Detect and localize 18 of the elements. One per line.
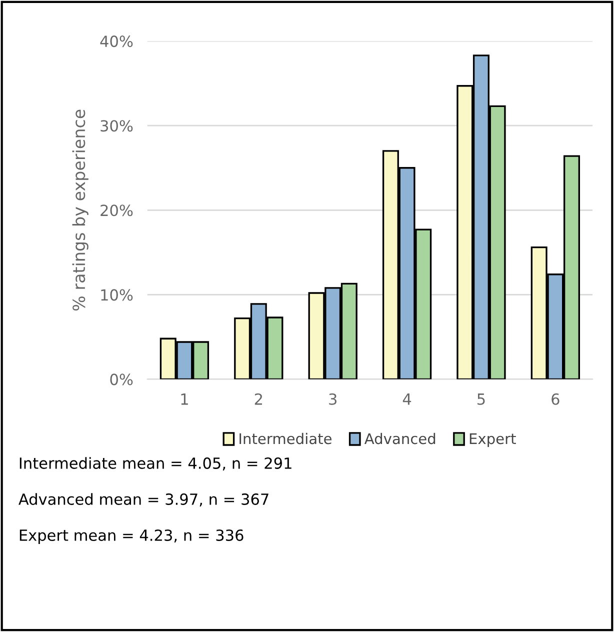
x-tick-label: 3: [329, 393, 336, 405]
y-axis-title: % ratings by experience: [72, 110, 88, 311]
y-tick-label: 20%: [100, 204, 133, 216]
legend-label: Expert: [470, 433, 516, 448]
x-tick-label: 2: [254, 393, 262, 405]
y-tick-label: 0%: [110, 374, 133, 386]
text: Intermediate mean = 4.05, n = 291: [20, 457, 292, 471]
text: Advanced mean = 3.97, n = 367: [18, 493, 268, 507]
x-tick-label: 4: [402, 394, 412, 405]
y-tick-label: 10%: [101, 289, 133, 301]
legend-label: Advanced: [364, 432, 436, 444]
text: Expert mean = 4.23, n = 336: [20, 529, 244, 544]
y-tick-label: 30%: [100, 120, 133, 132]
x-tick-label: 1: [181, 394, 188, 405]
legend-label: Intermediate: [240, 432, 332, 444]
x-tick-label: 6: [552, 393, 560, 405]
y-tick-label: 40%: [100, 36, 133, 48]
x-tick-label: 5: [478, 394, 485, 405]
